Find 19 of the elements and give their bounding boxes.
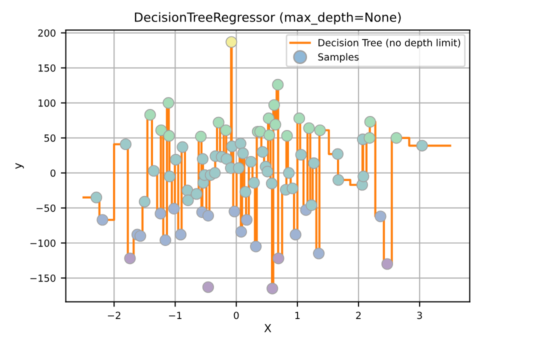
x-axis-title: X [264,324,272,332]
y-tick-label: −50 [36,204,56,212]
chart-title: DecisionTreeRegressor (max_depth=None) [134,12,401,25]
x-tick-label: 3 [417,312,422,320]
y-axis-title: y [15,163,24,169]
x-tick-label: 2 [356,312,361,319]
y-tick-label: 200 [38,29,56,37]
y-tick-label: 50 [44,134,56,142]
legend-label: Samples [318,53,359,63]
y-tick-label: −100 [30,239,56,247]
y-tick-label: 0 [50,169,56,177]
y-tick-label: −150 [30,274,56,282]
legend-label: Decision Tree (no depth limit) [318,38,460,48]
x-tick-label: 0 [234,312,239,320]
y-tick-label: 150 [38,64,56,72]
y-tick-label: 100 [38,99,56,107]
x-tick-label: −2 [108,312,120,319]
x-tick-label: −1 [169,312,182,319]
x-tick-label: 1 [295,312,300,319]
